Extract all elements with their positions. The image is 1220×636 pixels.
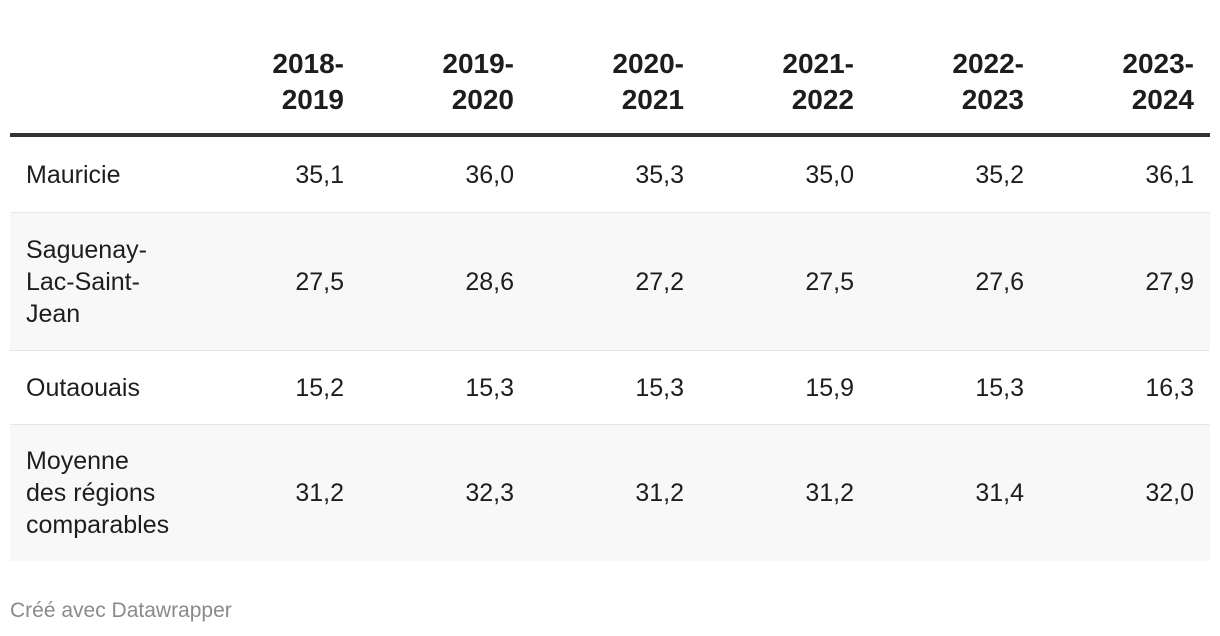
table-body: Mauricie 35,1 36,0 35,3 35,0 35,2 36,1 Saguenay… bbox=[10, 135, 1210, 561]
table-cell-value: 36,0 bbox=[465, 160, 514, 189]
column-header-year: 2022- 2023 bbox=[952, 48, 1024, 115]
column-header-region bbox=[10, 40, 190, 135]
table-cell-value: 32,0 bbox=[1145, 479, 1194, 507]
table-row: Outaouais 15,2 15,3 15,3 15,9 15,3 16,3 bbox=[10, 350, 1210, 425]
table-cell-value: 27,9 bbox=[1145, 267, 1194, 296]
table-cell-value: 16,3 bbox=[1145, 373, 1194, 402]
row-label: Mauricie bbox=[26, 160, 121, 189]
data-table: 2018- 2019 2019- 2020 2020- 2021 2021- 2022 2022… bbox=[10, 40, 1210, 561]
column-header-year: 2023- 2024 bbox=[1122, 48, 1194, 115]
table-cell-value: 27,5 bbox=[295, 267, 344, 296]
table-cell-value: 27,6 bbox=[975, 267, 1024, 296]
column-header-year: 2019- 2020 bbox=[442, 48, 514, 115]
table-cell-value: 15,3 bbox=[975, 373, 1024, 402]
table-cell-value: 15,9 bbox=[805, 373, 854, 402]
table-cell-value: 31,2 bbox=[295, 479, 344, 507]
table-row: Mauricie 35,1 36,0 35,3 35,0 35,2 36,1 bbox=[10, 135, 1210, 213]
data-table-container: 2018- 2019 2019- 2020 2020- 2021 2021- 2022 2022… bbox=[10, 40, 1210, 561]
row-label: Outaouais bbox=[26, 373, 140, 402]
table-row: Moyenne des régions comparables 31,2 32,3 31,… bbox=[10, 424, 1210, 561]
column-header-year: 2021- 2022 bbox=[782, 48, 854, 115]
table-cell-value: 15,3 bbox=[635, 373, 684, 402]
table-cell-value: 15,3 bbox=[465, 373, 514, 402]
column-header-year: 2020- 2021 bbox=[612, 48, 684, 115]
table-cell-value: 35,2 bbox=[975, 160, 1024, 189]
table-cell-value: 31,2 bbox=[635, 479, 684, 507]
table-cell-value: 31,2 bbox=[805, 479, 854, 507]
column-header-year: 2018- 2019 bbox=[272, 48, 344, 115]
table-cell-value: 32,3 bbox=[465, 479, 514, 507]
table-cell-value: 35,1 bbox=[295, 160, 344, 189]
table-cell-value: 35,3 bbox=[635, 160, 684, 189]
table-cell-value: 35,0 bbox=[805, 160, 854, 189]
row-label: Saguenay- Lac-Saint- Jean bbox=[26, 235, 147, 328]
table-cell-value: 27,2 bbox=[635, 267, 684, 296]
row-label: Moyenne des régions comparables bbox=[26, 447, 170, 539]
table-header-row: 2018- 2019 2019- 2020 2020- 2021 2021- 2022 2022… bbox=[10, 40, 1210, 135]
table-cell-value: 28,6 bbox=[465, 267, 514, 296]
table-cell-value: 15,2 bbox=[295, 373, 344, 402]
table-cell-value: 36,1 bbox=[1145, 160, 1194, 189]
table-row: Saguenay- Lac-Saint- Jean 27,5 28,6 27,2 27,5 2… bbox=[10, 212, 1210, 351]
footer-credit: Créé avec Datawrapper bbox=[10, 599, 232, 622]
table-cell-value: 27,5 bbox=[805, 267, 854, 296]
table-cell-value: 31,4 bbox=[975, 479, 1024, 507]
